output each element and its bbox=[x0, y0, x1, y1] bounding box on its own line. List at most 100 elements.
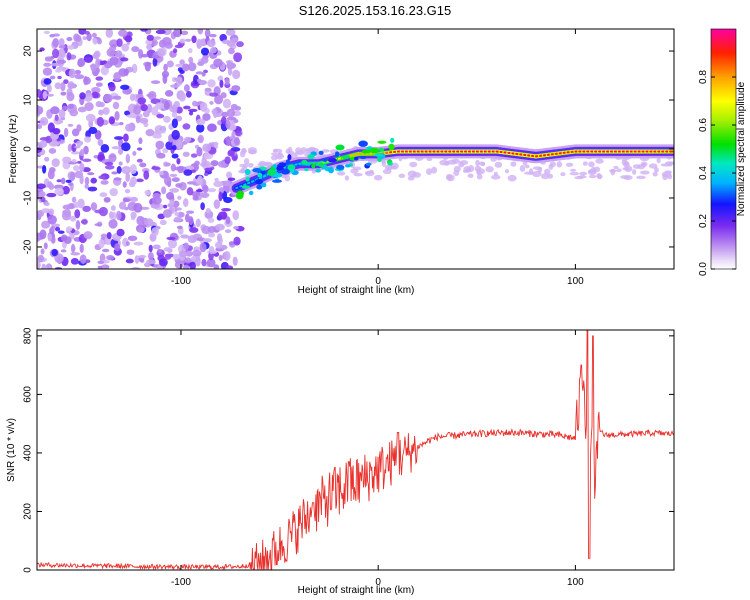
noise-blob bbox=[116, 210, 122, 221]
noise-blob bbox=[135, 178, 144, 183]
noise-blob bbox=[163, 63, 168, 72]
noise-blob bbox=[175, 106, 183, 114]
snr-panel: -100 0 100 0 200 400 600 800 Height of straigh… bbox=[6, 327, 675, 596]
halo-blob bbox=[447, 159, 457, 165]
transition-blob bbox=[244, 168, 251, 175]
noise-blob bbox=[152, 133, 162, 139]
halo-blob bbox=[622, 167, 630, 171]
noise-blob bbox=[220, 116, 227, 125]
noise-blob bbox=[60, 249, 67, 253]
halo-blob bbox=[642, 162, 647, 168]
noise-blob bbox=[151, 106, 159, 116]
noise-blob bbox=[206, 39, 216, 48]
noise-blob bbox=[126, 249, 135, 255]
transition-blob bbox=[267, 168, 276, 176]
transition-blob bbox=[261, 182, 267, 188]
noise-blob bbox=[169, 106, 177, 113]
transition-blob bbox=[257, 172, 263, 178]
noise-blob bbox=[133, 105, 141, 115]
noise-blob bbox=[196, 78, 202, 83]
noise-blob bbox=[134, 255, 140, 264]
halo-blob bbox=[475, 159, 480, 167]
halo-blob bbox=[243, 158, 250, 165]
noise-blob bbox=[70, 215, 77, 222]
noise-blob bbox=[41, 208, 51, 214]
noise-blob bbox=[177, 211, 185, 218]
noise-blob bbox=[108, 116, 116, 125]
noise-blob bbox=[73, 201, 80, 208]
halo-blob bbox=[353, 173, 363, 177]
noise-blob bbox=[232, 156, 238, 160]
noise-blob bbox=[213, 58, 223, 68]
transition-blob bbox=[315, 168, 321, 173]
noise-blob bbox=[219, 79, 224, 88]
noise-blob bbox=[52, 48, 60, 59]
x-tick-label: 0 bbox=[375, 276, 381, 287]
noise-blob bbox=[204, 29, 211, 38]
transition-blob bbox=[235, 192, 244, 200]
noise-blob bbox=[178, 250, 188, 258]
noise-blob bbox=[82, 158, 92, 163]
noise-blob bbox=[123, 198, 131, 203]
noise-blob bbox=[188, 48, 193, 54]
noise-blob bbox=[43, 78, 52, 85]
transition-blob bbox=[318, 162, 324, 168]
noise-blob bbox=[69, 172, 76, 182]
transition-blob bbox=[256, 184, 263, 190]
noise-blob bbox=[146, 103, 153, 113]
noise-blob bbox=[84, 183, 89, 189]
colorbar: 0.0 0.2 0.4 0.6 0.8 Normalized spectral ampl… bbox=[698, 28, 747, 276]
halo-blob bbox=[548, 164, 554, 170]
noise-blob bbox=[175, 76, 183, 86]
noise-blob bbox=[125, 123, 134, 132]
noise-blob bbox=[57, 75, 62, 80]
noise-blob bbox=[175, 139, 183, 150]
noise-blob bbox=[187, 235, 197, 243]
noise-blob bbox=[226, 171, 233, 179]
halo-blob bbox=[507, 174, 517, 182]
noise-blob bbox=[220, 92, 227, 99]
noise-blob bbox=[102, 107, 110, 115]
noise-blob bbox=[51, 158, 60, 167]
noise-blob bbox=[72, 165, 80, 172]
transition-blob bbox=[311, 163, 316, 169]
noise-blob bbox=[47, 233, 52, 242]
halo-blob bbox=[519, 165, 526, 172]
noise-blob bbox=[228, 241, 235, 246]
noise-blob bbox=[207, 225, 217, 233]
noise-blob bbox=[151, 196, 162, 205]
noise-blob bbox=[74, 74, 85, 80]
noise-blob bbox=[184, 257, 192, 264]
halo-blob bbox=[632, 169, 637, 175]
colorbar-gradient bbox=[710, 28, 737, 270]
noise-blob bbox=[43, 242, 48, 250]
noise-blob bbox=[73, 33, 80, 42]
noise-blob bbox=[108, 219, 118, 229]
noise-blob bbox=[146, 44, 153, 50]
noise-blob bbox=[209, 100, 214, 105]
noise-blob bbox=[57, 48, 66, 58]
halo-blob bbox=[257, 162, 265, 167]
noise-blob bbox=[94, 223, 103, 227]
colorbar-tick-label: 0.2 bbox=[698, 214, 709, 228]
noise-blob bbox=[79, 174, 84, 185]
noise-blob bbox=[225, 265, 234, 269]
noise-blob bbox=[90, 177, 97, 184]
noise-blob bbox=[162, 73, 168, 84]
noise-blob bbox=[42, 91, 48, 100]
noise-blob bbox=[109, 211, 114, 219]
noise-blob bbox=[175, 63, 183, 67]
noise-blob bbox=[179, 59, 185, 65]
noise-blob bbox=[196, 118, 206, 126]
transition-blob bbox=[344, 164, 351, 168]
noise-blob bbox=[79, 254, 87, 264]
noise-blob bbox=[37, 183, 46, 190]
signal-ridge bbox=[229, 137, 674, 200]
noise-blob bbox=[188, 111, 194, 116]
transition-blob bbox=[280, 168, 290, 175]
noise-blob bbox=[111, 146, 121, 150]
snr-frame bbox=[36, 329, 675, 571]
halo-blob bbox=[613, 165, 619, 170]
transition-blob bbox=[322, 158, 328, 162]
noise-blob bbox=[209, 33, 217, 38]
